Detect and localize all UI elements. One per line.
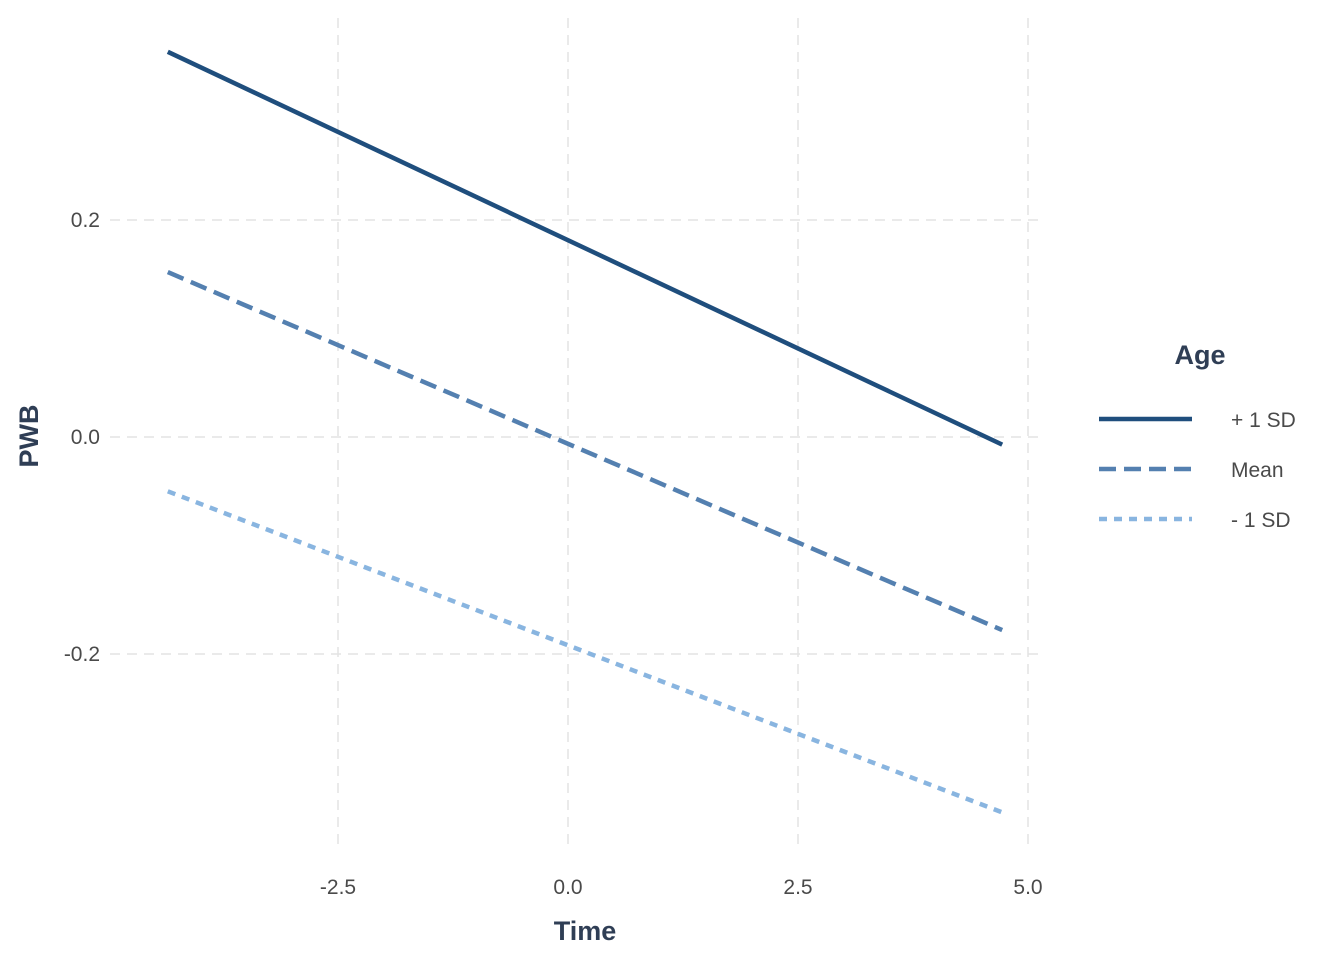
series-line-2: [166, 270, 1004, 633]
y-tick-label: 0.2: [71, 209, 100, 232]
y-axis-ticks: -0.2 0.0 0.2: [64, 209, 100, 666]
y-tick-label: -0.2: [64, 643, 100, 666]
series-line-1: [166, 49, 1004, 447]
grid: [110, 18, 1043, 848]
legend: Age + 1 SD Mean - 1 SD: [1099, 340, 1296, 532]
x-tick-label: 2.5: [783, 876, 812, 899]
legend-label-3: - 1 SD: [1231, 509, 1291, 532]
y-tick-label: 0.0: [71, 426, 100, 449]
legend-title: Age: [1174, 340, 1225, 370]
x-tick-label: 0.0: [553, 876, 582, 899]
series-line-3: [166, 489, 1004, 815]
x-axis-ticks: -2.5 0.0 2.5 5.0: [320, 876, 1043, 899]
y-axis-title: PWB: [14, 405, 44, 468]
legend-label-2: Mean: [1231, 459, 1284, 482]
x-tick-label: -2.5: [320, 876, 356, 899]
x-axis-title: Time: [554, 916, 617, 946]
x-tick-label: 5.0: [1013, 876, 1042, 899]
legend-label-1: + 1 SD: [1231, 409, 1296, 432]
series-lines: [166, 49, 1004, 815]
